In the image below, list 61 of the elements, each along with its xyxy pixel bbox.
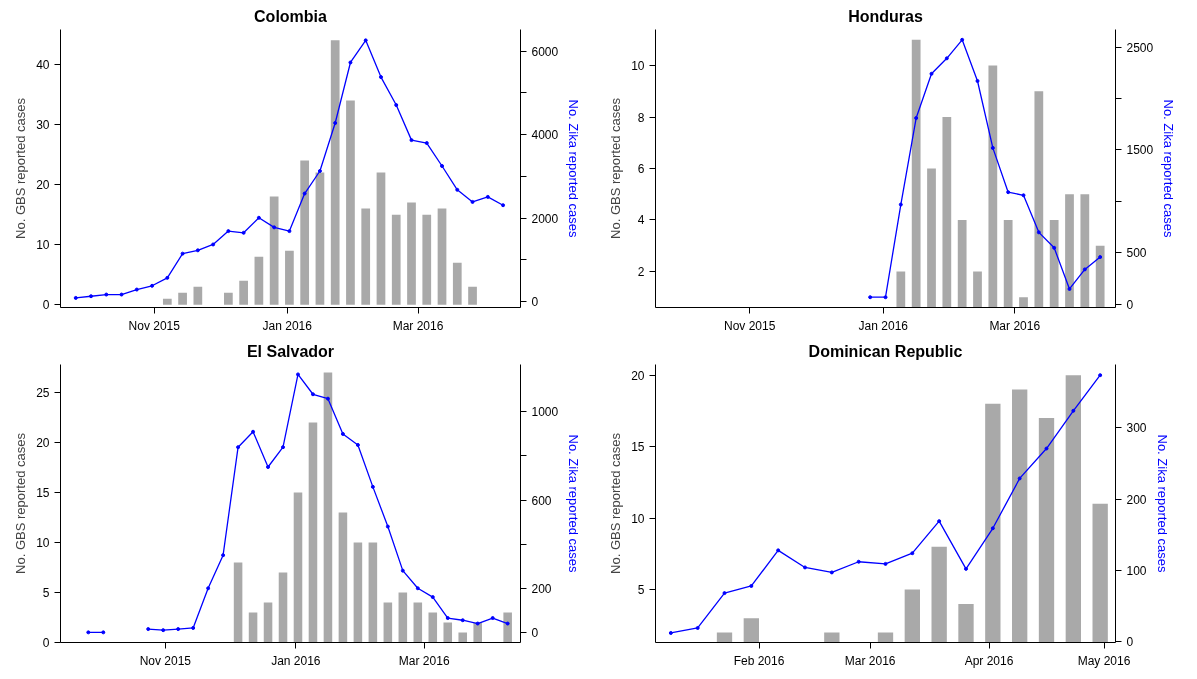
y2-axis-title: No. Zika reported cases [566,99,582,238]
y-tick-label: 40 [36,57,50,72]
y-tick-label: 6 [637,162,645,176]
x-tick-label: Jan 2016 [858,318,909,333]
y-tick-label: 5 [637,583,645,598]
y-tick-label: 4 [637,213,645,228]
y-tick-label: 5 [42,586,50,600]
y-tick-label: 10 [36,536,50,550]
y-axis-title: No. GBS reported cases [13,97,29,239]
x-tick-label: Mar 2016 [398,653,450,668]
x-tick-label: Mar 2016 [392,318,444,333]
y-tick-label: 20 [631,368,645,383]
x-tick-label: Mar 2016 [844,653,896,668]
y2-tick-label: 300 [1126,421,1147,436]
y-axis-title: No. GBS reported cases [608,432,624,574]
chart-title: Honduras [848,7,923,25]
y2-tick-label: 200 [531,581,552,596]
x-tick-label: Jan 2016 [271,653,321,668]
x-tick-label: Nov 2015 [139,653,192,668]
y-tick-label: 10 [36,238,50,253]
y-tick-label: 10 [631,59,645,74]
x-tick-label: Jan 2016 [262,318,313,333]
x-tick-label: May 2016 [1077,653,1131,668]
x-tick-label: Nov 2015 [128,318,181,333]
y2-tick-label: 6000 [531,44,559,59]
x-tick-label: Nov 2015 [724,318,776,333]
y2-tick-label: 100 [1126,563,1147,578]
y2-axis-title: No. Zika reported cases [1154,434,1170,573]
y2-tick-label: 0 [1126,297,1134,312]
y2-tick-label: 2000 [531,211,559,226]
y-axis-title: No. GBS reported cases [608,97,624,239]
y-tick-label: 0 [42,636,50,650]
y2-axis-title: No. Zika reported cases [1161,99,1177,238]
y-tick-label: 10 [631,511,645,526]
y2-tick-label: 2500 [1126,40,1154,55]
y2-tick-label: 600 [531,493,552,508]
y2-tick-label: 0 [531,625,539,640]
y-tick-label: 0 [42,298,50,313]
y2-tick-label: 1000 [531,405,559,420]
y2-tick-label: 200 [1126,492,1147,507]
chart-title: Dominican Republic [808,342,963,360]
y-tick-label: 15 [631,440,645,455]
y-tick-label: 8 [637,110,645,125]
chart-title: El Salvador [246,342,335,360]
y-axis-title: No. GBS reported cases [13,432,29,574]
y-tick-label: 25 [36,386,50,400]
x-tick-label: Feb 2016 [733,653,785,668]
chart-title: Colombia [254,7,328,25]
y2-tick-label: 0 [531,295,539,310]
y-tick-label: 20 [36,436,50,450]
x-tick-label: Mar 2016 [989,318,1041,333]
x-tick-label: Apr 2016 [964,653,1014,668]
y-tick-label: 15 [36,486,50,500]
y2-tick-label: 1500 [1126,143,1154,158]
y-tick-label: 30 [36,117,50,132]
y2-axis-title: No. Zika reported cases [566,434,582,573]
y2-tick-label: 500 [1126,246,1147,261]
y-tick-label: 20 [36,178,50,193]
y2-tick-label: 0 [1126,635,1134,649]
y-tick-label: 2 [637,264,645,279]
y2-tick-label: 4000 [531,128,559,143]
